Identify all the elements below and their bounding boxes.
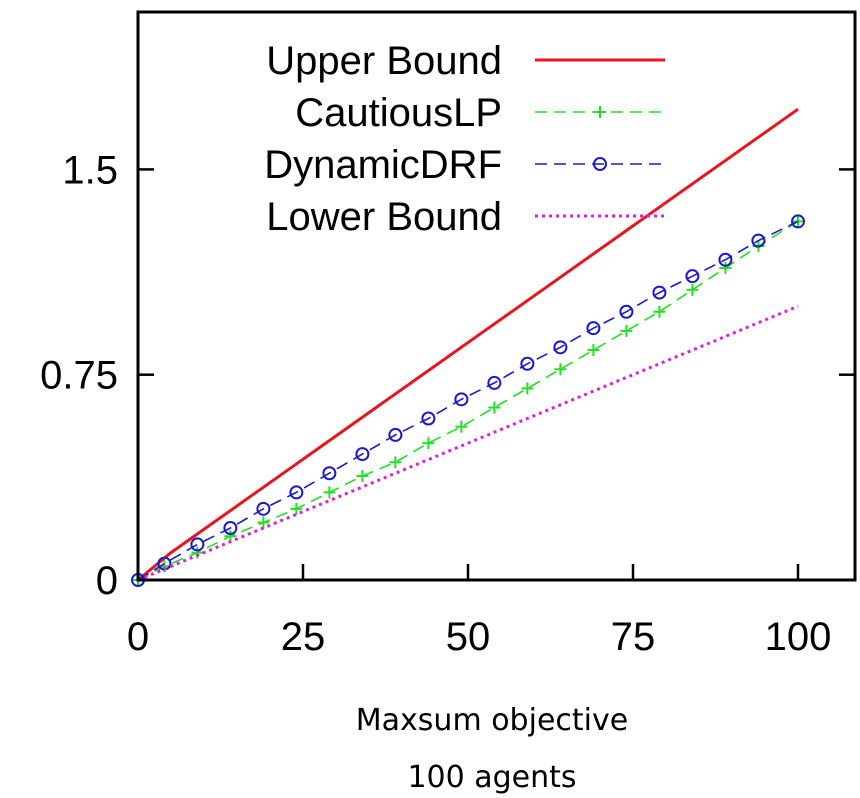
data-point xyxy=(593,157,607,171)
series-line xyxy=(137,220,799,581)
chart-marks xyxy=(131,107,805,587)
chart-axes: 00.751.52.250255075100 xyxy=(40,10,857,659)
series-cautiouslp xyxy=(132,215,804,586)
y-tick-label: 0 xyxy=(96,559,118,603)
data-point xyxy=(619,304,634,319)
series-line xyxy=(137,304,799,582)
x-tick-label: 50 xyxy=(446,615,491,659)
data-point xyxy=(587,344,600,357)
data-point xyxy=(389,456,402,469)
data-point xyxy=(323,486,336,499)
x-tick-label: 0 xyxy=(127,615,149,659)
chart-legend: Upper Bound CautiousLP DynamicDRF Lower Bou… xyxy=(264,39,665,239)
data-point xyxy=(718,252,733,267)
data-point xyxy=(290,502,303,515)
data-point xyxy=(488,401,501,414)
legend-entry: Upper Bound xyxy=(266,39,665,83)
data-point xyxy=(554,363,567,376)
legend-label: Upper Bound xyxy=(266,39,502,83)
x-tick-label: 75 xyxy=(611,615,656,659)
data-point xyxy=(454,392,469,407)
legend-label: CautiousLP xyxy=(295,91,502,135)
data-point xyxy=(685,269,700,284)
data-point xyxy=(257,516,270,529)
data-point xyxy=(422,437,435,450)
y-tick-label: 0.75 xyxy=(40,354,118,398)
legend-entry: DynamicDRF xyxy=(264,143,665,187)
data-point xyxy=(653,305,666,318)
data-point xyxy=(388,427,403,442)
x-axis-label: Maxsum objective 100 agents xyxy=(356,703,628,795)
data-point xyxy=(256,501,271,516)
data-point xyxy=(594,106,606,118)
data-point xyxy=(487,375,502,390)
data-point xyxy=(521,382,534,395)
legend-label: Lower Bound xyxy=(266,195,502,239)
data-point xyxy=(719,261,732,274)
data-point xyxy=(553,340,568,355)
legend-entry: Lower Bound xyxy=(266,195,665,239)
x-tick-label: 25 xyxy=(281,615,326,659)
data-point xyxy=(421,411,436,426)
data-point xyxy=(356,469,369,482)
data-point xyxy=(223,520,238,535)
data-point xyxy=(520,356,535,371)
series-lower-bound xyxy=(137,304,799,582)
data-point xyxy=(289,485,304,500)
x-tick-label: 100 xyxy=(765,615,832,659)
legend-label: DynamicDRF xyxy=(264,143,502,187)
data-point xyxy=(586,321,601,336)
data-point xyxy=(751,233,766,248)
data-point xyxy=(652,285,667,300)
data-point xyxy=(455,420,468,433)
data-point xyxy=(686,283,699,296)
series-line xyxy=(137,107,799,582)
data-point xyxy=(620,324,633,337)
legend-entry: CautiousLP xyxy=(295,91,665,135)
series-upper-bound xyxy=(137,107,799,582)
series-dynamicdrf xyxy=(131,214,805,587)
x-axis-label-line2: 100 agents xyxy=(407,760,576,795)
data-point xyxy=(322,466,337,481)
data-point xyxy=(355,447,370,462)
plot-frame xyxy=(136,10,857,582)
data-point xyxy=(190,537,205,552)
x-axis-label-line1: Maxsum objective xyxy=(356,703,628,738)
series-line xyxy=(137,220,799,581)
data-point xyxy=(791,214,805,229)
y-tick-label: 1.5 xyxy=(62,148,118,192)
